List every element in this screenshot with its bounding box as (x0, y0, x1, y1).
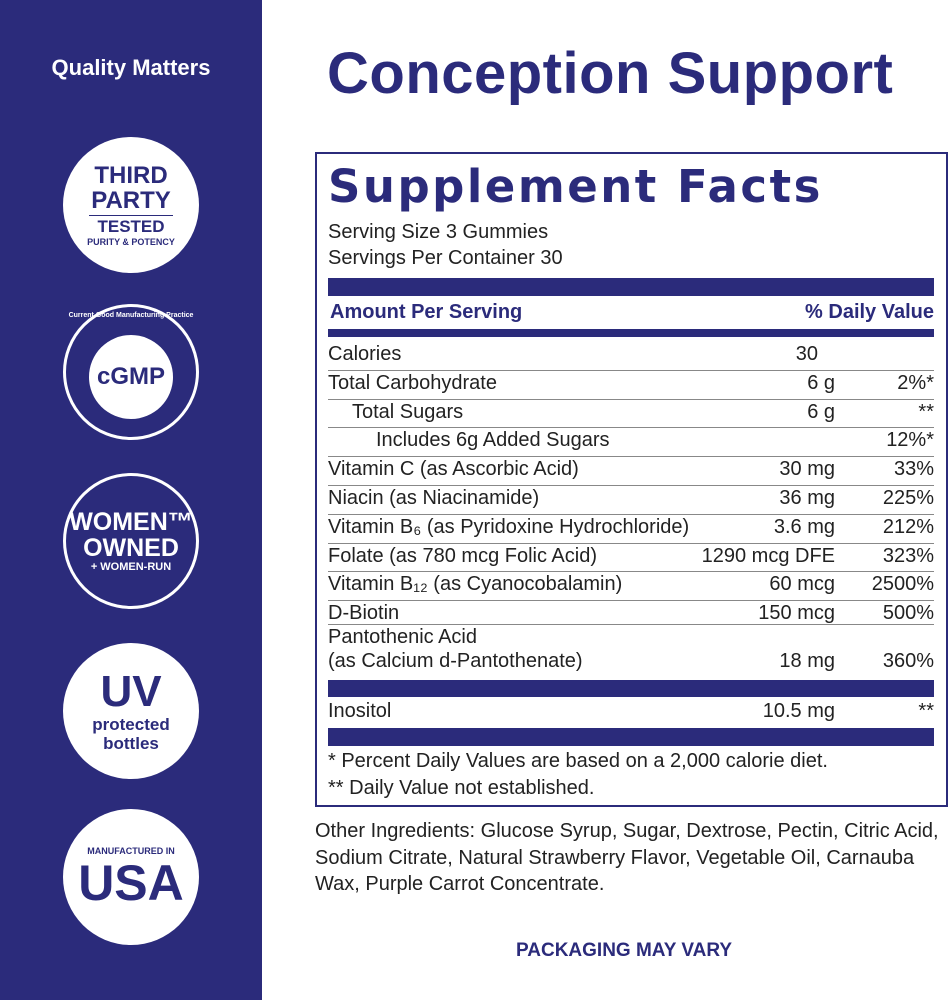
nutrient-name-detail: (as Calcium d-Pantothenate) (328, 650, 583, 672)
row-divider (328, 369, 934, 371)
nutrient-dv: 360% (882, 650, 934, 672)
nutrient-amount: 150 mcg (758, 602, 835, 625)
footnote-daily-values: * Percent Daily Values are based on a 2,… (328, 750, 828, 772)
nutrient-amount: 30 mg (779, 458, 835, 481)
nutrient-amount: 60 mcg (769, 573, 835, 596)
badge-text: TESTED (89, 214, 173, 237)
nutrient-amount: 18 mg (779, 650, 835, 672)
footnote-not-established: ** Daily Value not established. (328, 777, 595, 799)
badge-text: cGMP (89, 335, 173, 419)
nutrient-name: Includes 6g Added Sugars (376, 429, 610, 452)
nutrient-name: Vitamin B₁₂ (as Cyanocobalamin) (328, 573, 623, 596)
nutrient-dv: 323% (882, 544, 934, 567)
nutrient-amount: 6 g (807, 371, 835, 394)
badge-text: THIRD (94, 161, 168, 189)
nutrient-dv: 212% (882, 515, 934, 538)
uv-protected-badge: UV protected bottles (63, 643, 199, 779)
badge-text: USA (78, 854, 184, 911)
nutrient-dv: 33% (893, 458, 934, 481)
nutrient-name: Calories (328, 343, 402, 365)
cgmp-badge: Current Good Manufacturing Practice cGMP (63, 304, 199, 440)
servings-per-container: Servings Per Container 30 (328, 247, 563, 269)
nutrient-dv: 2500% (871, 573, 934, 596)
row-divider (328, 456, 934, 458)
nutrient-name: Niacin (as Niacinamide) (328, 487, 540, 509)
badge-text: protected (92, 715, 170, 734)
nutrient-name: Folate (as 780 mcg Folic Acid) (328, 544, 597, 567)
nutrient-name: Total Carbohydrate (328, 371, 497, 394)
nutrient-amount: 30 (795, 343, 818, 365)
nutrient-amount: 36 mg (779, 487, 835, 509)
supplement-facts-heading: Supplement Facts (328, 160, 823, 213)
row-divider (328, 513, 934, 515)
divider-bar (328, 278, 934, 296)
supplement-facts-panel (315, 152, 948, 807)
nutrient-amount: 10.5 mg (762, 700, 835, 722)
third-party-tested-badge: THIRD PARTY TESTED PURITY & POTENCY (63, 137, 199, 273)
nutrient-name: Pantothenic Acid (328, 626, 477, 648)
divider-bar (328, 728, 934, 746)
badge-text: MANUFACTURED IN (87, 845, 175, 856)
row-divider (328, 571, 934, 573)
nutrient-name: Vitamin C (as Ascorbic Acid) (328, 458, 579, 481)
sidebar-heading: Quality Matters (51, 55, 211, 80)
amount-per-serving-header: Amount Per Serving (330, 301, 523, 323)
nutrient-name: Vitamin B₆ (as Pyridoxine Hydrochloride) (328, 515, 690, 538)
daily-value-header: % Daily Value (805, 301, 934, 323)
nutrient-dv: 225% (882, 487, 934, 509)
divider-bar (328, 680, 934, 697)
row-divider (328, 398, 934, 400)
other-ingredients: Other Ingredients: Glucose Syrup, Sugar,… (315, 820, 939, 895)
nutrient-name: Total Sugars (352, 400, 464, 423)
nutrient-amount: 6 g (807, 400, 835, 423)
row-divider (328, 600, 934, 602)
women-owned-badge: WOMEN™ OWNED + WOMEN-RUN (63, 473, 199, 609)
page-title: Conception Support (327, 41, 894, 106)
row-divider (328, 485, 934, 486)
nutrient-dv: ** (918, 400, 934, 423)
badge-text: Current Good Manufacturing Practice (68, 312, 194, 319)
nutrient-amount: 1290 mcg DFE (701, 544, 835, 567)
nutrient-name: D-Biotin (328, 602, 400, 625)
nutrient-dv: 500% (882, 602, 934, 625)
row-divider (328, 427, 934, 429)
nutrient-dv: 2%* (897, 371, 934, 394)
badge-text: bottles (103, 734, 159, 753)
badge-text: PARTY (91, 186, 171, 214)
badge-text: PURITY & POTENCY (87, 236, 175, 247)
badge-text: OWNED (83, 533, 179, 562)
badge-text: + WOMEN-RUN (90, 560, 172, 573)
nutrient-name: Inositol (328, 700, 392, 722)
badge-text: WOMEN™ (69, 507, 193, 536)
divider-bar (328, 329, 934, 337)
badge-text: UV (100, 667, 162, 716)
sidebar: Quality Matters THIRD PARTY TESTED PURIT… (0, 0, 262, 1000)
nutrient-dv: ** (918, 700, 934, 722)
nutrient-dv: 12%* (886, 429, 934, 452)
nutrient-amount: 3.6 mg (773, 515, 835, 538)
row-divider (328, 542, 934, 544)
serving-size: Serving Size 3 Gummies (328, 221, 549, 243)
made-in-usa-badge: MANUFACTURED IN USA (63, 809, 199, 945)
row-divider (328, 624, 934, 625)
packaging-note: PACKAGING MAY VARY (516, 940, 733, 961)
